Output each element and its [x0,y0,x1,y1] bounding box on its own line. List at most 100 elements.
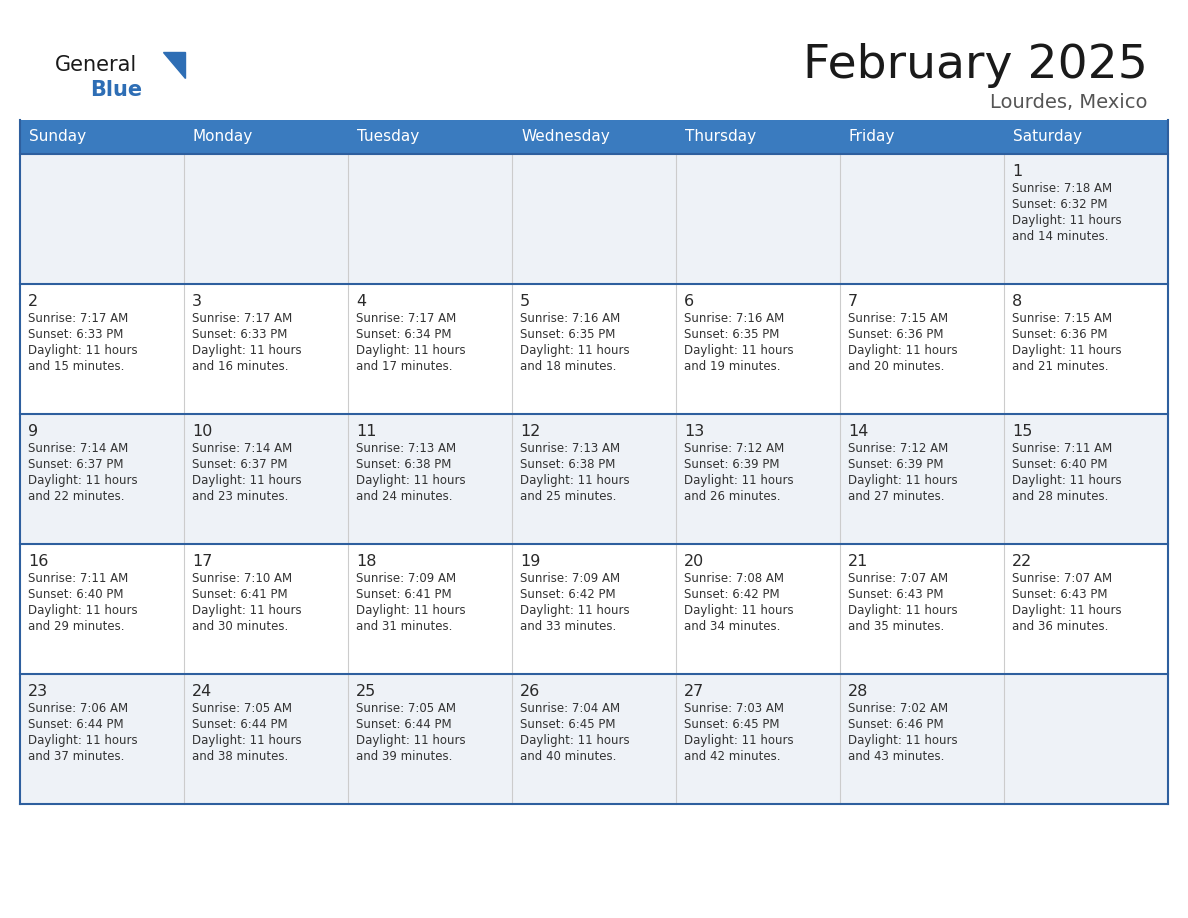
Text: Daylight: 11 hours: Daylight: 11 hours [192,604,302,617]
Text: and 31 minutes.: and 31 minutes. [356,620,453,633]
Text: Sunset: 6:37 PM: Sunset: 6:37 PM [192,458,287,471]
Text: Daylight: 11 hours: Daylight: 11 hours [684,344,794,357]
Text: and 35 minutes.: and 35 minutes. [848,620,944,633]
Text: Sunrise: 7:10 AM: Sunrise: 7:10 AM [192,572,292,585]
Text: Sunset: 6:32 PM: Sunset: 6:32 PM [1012,198,1107,211]
Text: and 37 minutes.: and 37 minutes. [29,750,125,763]
Text: Sunrise: 7:12 AM: Sunrise: 7:12 AM [848,442,948,455]
Text: Lourdes, Mexico: Lourdes, Mexico [991,93,1148,111]
Text: and 34 minutes.: and 34 minutes. [684,620,781,633]
Text: Sunrise: 7:17 AM: Sunrise: 7:17 AM [192,312,292,325]
Text: Sunset: 6:33 PM: Sunset: 6:33 PM [192,328,287,341]
Bar [20,284,1168,414]
Text: Sunrise: 7:07 AM: Sunrise: 7:07 AM [1012,572,1112,585]
Text: Daylight: 11 hours: Daylight: 11 hours [29,344,138,357]
Text: 21: 21 [848,554,868,569]
Text: 15: 15 [1012,424,1032,439]
Text: Sunrise: 7:09 AM: Sunrise: 7:09 AM [520,572,620,585]
Text: Sunset: 6:45 PM: Sunset: 6:45 PM [520,718,615,731]
Text: and 17 minutes.: and 17 minutes. [356,360,453,373]
Text: 9: 9 [29,424,38,439]
Text: Sunrise: 7:16 AM: Sunrise: 7:16 AM [520,312,620,325]
Text: Daylight: 11 hours: Daylight: 11 hours [356,344,466,357]
Text: Sunrise: 7:06 AM: Sunrise: 7:06 AM [29,702,128,715]
Bar [20,544,1168,674]
Text: Sunset: 6:44 PM: Sunset: 6:44 PM [192,718,287,731]
Text: 27: 27 [684,684,704,699]
Text: and 23 minutes.: and 23 minutes. [192,490,289,503]
Text: Sunrise: 7:08 AM: Sunrise: 7:08 AM [684,572,784,585]
Text: and 22 minutes.: and 22 minutes. [29,490,125,503]
Text: Daylight: 11 hours: Daylight: 11 hours [192,734,302,747]
Text: and 26 minutes.: and 26 minutes. [684,490,781,503]
Text: 22: 22 [1012,554,1032,569]
Text: Daylight: 11 hours: Daylight: 11 hours [1012,474,1121,487]
Text: and 25 minutes.: and 25 minutes. [520,490,617,503]
Text: Daylight: 11 hours: Daylight: 11 hours [520,734,630,747]
Text: and 39 minutes.: and 39 minutes. [356,750,453,763]
Text: Sunrise: 7:14 AM: Sunrise: 7:14 AM [29,442,128,455]
Text: Daylight: 11 hours: Daylight: 11 hours [520,344,630,357]
Text: Sunset: 6:34 PM: Sunset: 6:34 PM [356,328,451,341]
Text: Sunset: 6:42 PM: Sunset: 6:42 PM [684,588,779,601]
Text: and 40 minutes.: and 40 minutes. [520,750,617,763]
Text: 17: 17 [192,554,213,569]
Text: 10: 10 [192,424,213,439]
Text: and 19 minutes.: and 19 minutes. [684,360,781,373]
Text: Friday: Friday [849,129,896,144]
Text: and 28 minutes.: and 28 minutes. [1012,490,1108,503]
Text: and 24 minutes.: and 24 minutes. [356,490,453,503]
Text: Sunrise: 7:11 AM: Sunrise: 7:11 AM [1012,442,1112,455]
Text: Daylight: 11 hours: Daylight: 11 hours [520,474,630,487]
Text: Sunset: 6:36 PM: Sunset: 6:36 PM [1012,328,1107,341]
Text: Daylight: 11 hours: Daylight: 11 hours [1012,214,1121,227]
Text: Sunrise: 7:18 AM: Sunrise: 7:18 AM [1012,182,1112,195]
Text: General: General [55,55,138,75]
Text: Sunrise: 7:02 AM: Sunrise: 7:02 AM [848,702,948,715]
Text: 26: 26 [520,684,541,699]
Text: Sunrise: 7:13 AM: Sunrise: 7:13 AM [520,442,620,455]
Text: Sunrise: 7:05 AM: Sunrise: 7:05 AM [356,702,456,715]
Bar [20,154,1168,284]
Text: 4: 4 [356,294,366,309]
Text: and 29 minutes.: and 29 minutes. [29,620,125,633]
Text: Sunset: 6:40 PM: Sunset: 6:40 PM [29,588,124,601]
Text: Sunrise: 7:16 AM: Sunrise: 7:16 AM [684,312,784,325]
Text: Sunset: 6:33 PM: Sunset: 6:33 PM [29,328,124,341]
Text: Sunrise: 7:17 AM: Sunrise: 7:17 AM [29,312,128,325]
Text: Sunset: 6:43 PM: Sunset: 6:43 PM [848,588,943,601]
Text: and 21 minutes.: and 21 minutes. [1012,360,1108,373]
Text: 2: 2 [29,294,38,309]
Text: Sunrise: 7:03 AM: Sunrise: 7:03 AM [684,702,784,715]
Text: 8: 8 [1012,294,1022,309]
Text: Daylight: 11 hours: Daylight: 11 hours [356,604,466,617]
Text: Sunset: 6:39 PM: Sunset: 6:39 PM [684,458,779,471]
Text: February 2025: February 2025 [803,42,1148,87]
Text: Daylight: 11 hours: Daylight: 11 hours [848,604,958,617]
Text: and 14 minutes.: and 14 minutes. [1012,230,1108,243]
Text: Sunset: 6:37 PM: Sunset: 6:37 PM [29,458,124,471]
Text: Daylight: 11 hours: Daylight: 11 hours [848,734,958,747]
Text: 19: 19 [520,554,541,569]
Text: Sunrise: 7:15 AM: Sunrise: 7:15 AM [1012,312,1112,325]
Text: Sunset: 6:39 PM: Sunset: 6:39 PM [848,458,943,471]
Text: Sunset: 6:43 PM: Sunset: 6:43 PM [1012,588,1107,601]
Text: 6: 6 [684,294,694,309]
Text: Daylight: 11 hours: Daylight: 11 hours [520,604,630,617]
Text: Sunrise: 7:07 AM: Sunrise: 7:07 AM [848,572,948,585]
Polygon shape [163,52,185,78]
Text: Daylight: 11 hours: Daylight: 11 hours [192,474,302,487]
Text: Daylight: 11 hours: Daylight: 11 hours [848,344,958,357]
Text: Sunset: 6:35 PM: Sunset: 6:35 PM [684,328,779,341]
Text: 13: 13 [684,424,704,439]
Text: Sunrise: 7:05 AM: Sunrise: 7:05 AM [192,702,292,715]
Text: and 36 minutes.: and 36 minutes. [1012,620,1108,633]
Text: Daylight: 11 hours: Daylight: 11 hours [29,474,138,487]
Bar [20,414,1168,544]
Text: 25: 25 [356,684,377,699]
Text: and 16 minutes.: and 16 minutes. [192,360,289,373]
Text: and 20 minutes.: and 20 minutes. [848,360,944,373]
Text: and 18 minutes.: and 18 minutes. [520,360,617,373]
Text: Sunrise: 7:13 AM: Sunrise: 7:13 AM [356,442,456,455]
Text: Daylight: 11 hours: Daylight: 11 hours [684,734,794,747]
